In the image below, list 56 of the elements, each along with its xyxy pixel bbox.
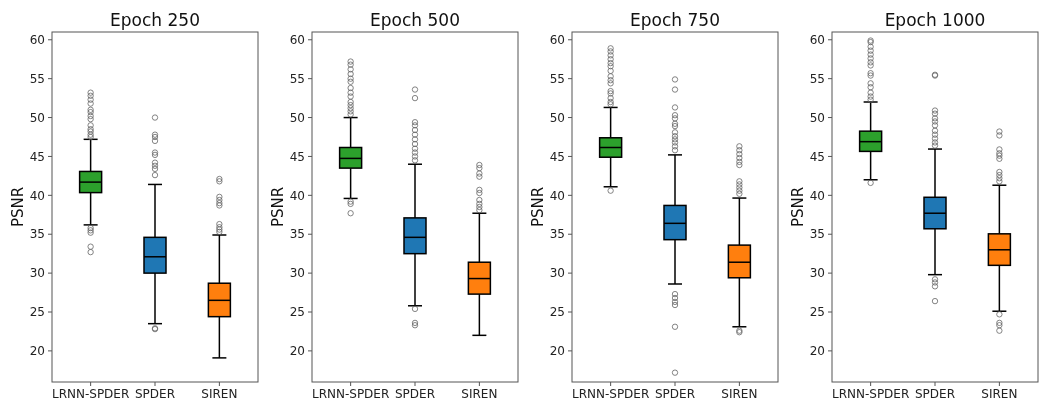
y-tick-label: 60: [549, 32, 565, 47]
x-tick-label: LRNN-SPDER: [311, 387, 390, 401]
x-tick-label: SPDER: [134, 387, 176, 401]
y-tick-label: 60: [29, 32, 45, 47]
x-tick-label: LRNN-SPDER: [831, 387, 910, 401]
y-tick-label: 30: [29, 266, 45, 281]
y-tick-label: 30: [809, 266, 825, 281]
y-tick-label: 50: [289, 110, 305, 125]
y-axis-title: PSNR: [269, 186, 287, 228]
y-tick-label: 45: [29, 149, 45, 164]
y-axis-title: PSNR: [789, 186, 807, 228]
x-tick-label: SIREN: [201, 387, 238, 401]
y-tick-label: 25: [809, 305, 825, 320]
x-tick-label: SIREN: [721, 387, 758, 401]
x-tick-label: SIREN: [981, 387, 1018, 401]
y-tick-label: 50: [29, 110, 45, 125]
y-tick-label: 45: [289, 149, 305, 164]
y-tick-label: 55: [809, 71, 825, 86]
chart-title: Epoch 750: [630, 10, 720, 30]
y-tick-label: 25: [289, 305, 305, 320]
y-axis-title: PSNR: [9, 186, 27, 228]
chart-title: Epoch 500: [370, 10, 460, 30]
y-tick-label: 25: [549, 305, 565, 320]
x-tick-label: SPDER: [654, 387, 696, 401]
x-tick-label: SPDER: [394, 387, 436, 401]
y-tick-label: 40: [29, 188, 45, 203]
y-tick-label: 20: [289, 344, 305, 359]
y-tick-label: 20: [29, 344, 45, 359]
y-tick-label: 60: [289, 32, 305, 47]
x-tick-label: LRNN-SPDER: [571, 387, 650, 401]
y-tick-label: 20: [549, 344, 565, 359]
y-tick-label: 30: [289, 266, 305, 281]
y-tick-label: 30: [549, 266, 565, 281]
y-tick-label: 45: [549, 149, 565, 164]
y-tick-label: 35: [289, 227, 305, 242]
x-tick-label: LRNN-SPDER: [51, 387, 130, 401]
y-tick-label: 55: [29, 71, 45, 86]
y-tick-label: 35: [29, 227, 45, 242]
y-tick-label: 55: [549, 71, 565, 86]
y-tick-label: 35: [549, 227, 565, 242]
y-tick-label: 45: [809, 149, 825, 164]
chart-title: Epoch 1000: [884, 10, 986, 30]
y-tick-label: 20: [809, 344, 825, 359]
y-tick-label: 55: [289, 71, 305, 86]
y-tick-label: 40: [289, 188, 305, 203]
y-tick-label: 50: [809, 110, 825, 125]
y-tick-label: 40: [549, 188, 565, 203]
x-tick-label: SIREN: [461, 387, 498, 401]
y-axis-title: PSNR: [529, 186, 547, 228]
x-tick-label: SPDER: [914, 387, 956, 401]
y-tick-label: 40: [809, 188, 825, 203]
y-tick-label: 60: [809, 32, 825, 47]
y-tick-label: 50: [549, 110, 565, 125]
chart-title: Epoch 250: [110, 10, 200, 30]
y-tick-label: 35: [809, 227, 825, 242]
y-tick-label: 25: [29, 305, 45, 320]
